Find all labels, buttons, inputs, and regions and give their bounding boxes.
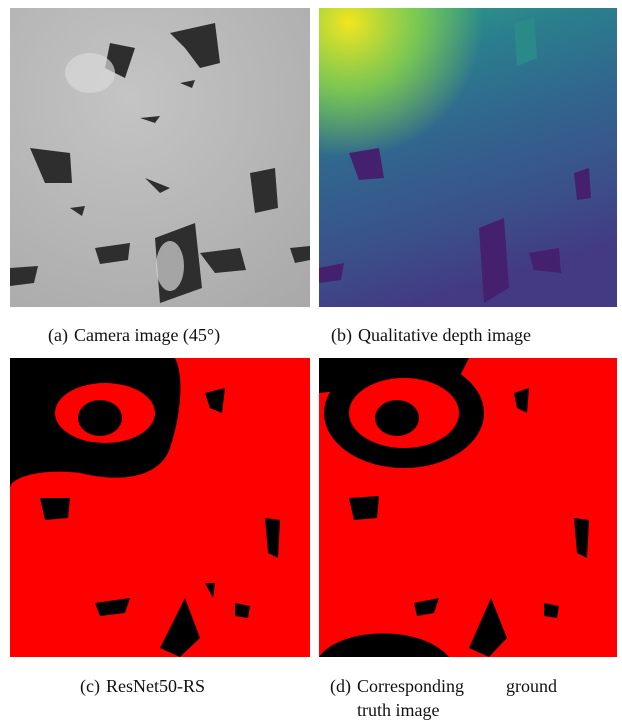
caption-label: (b) xyxy=(331,323,352,347)
caption-label: (d) xyxy=(330,674,351,722)
caption: (a) Camera image (45°) xyxy=(48,323,220,347)
figure: (a) Camera image (45°) (b) Qualitative d… xyxy=(0,0,622,720)
caption-text: ResNet50-RS xyxy=(106,674,205,698)
caption-label: (c) xyxy=(80,674,100,698)
caption: (d) Corresponding ground truth image xyxy=(330,674,618,722)
ground-truth-mask xyxy=(319,358,617,657)
prediction-mask xyxy=(10,358,310,657)
caption: (b) Qualitative depth image xyxy=(331,323,531,347)
camera-image xyxy=(10,8,310,307)
caption-label: (a) xyxy=(48,323,68,347)
caption-text: Camera image (45°) xyxy=(74,323,220,347)
caption-text: Corresponding ground truth image xyxy=(357,674,557,722)
depth-image xyxy=(319,8,617,307)
caption-text: Qualitative depth image xyxy=(358,323,531,347)
caption: (c) ResNet50-RS xyxy=(80,674,205,698)
